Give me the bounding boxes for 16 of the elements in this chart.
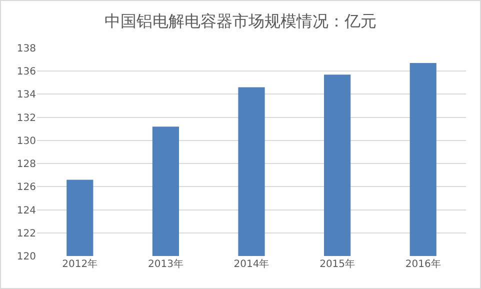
chart-title: 中国铝电解电容器市场规模情况：亿元 (104, 12, 376, 31)
y-tick-label: 136 (16, 66, 36, 78)
x-tick-label: 2016年 (405, 258, 441, 270)
y-tick-label: 120 (16, 252, 36, 262)
x-tick-label: 2013年 (148, 258, 184, 270)
y-tick-label: 128 (16, 159, 36, 170)
y-tick-label: 126 (16, 182, 36, 194)
x-tick-label: 2014年 (234, 258, 270, 270)
x-tick-label: 2015年 (320, 258, 356, 270)
y-tick-label: 130 (16, 136, 36, 147)
y-tick-label: 138 (16, 44, 36, 54)
y-tick-label: 132 (16, 112, 36, 124)
y-tick-label: 124 (16, 205, 36, 216)
y-tick-label: 134 (16, 90, 36, 101)
x-tick-label: 2012年 (62, 258, 98, 270)
y-tick-label: 122 (16, 228, 36, 240)
